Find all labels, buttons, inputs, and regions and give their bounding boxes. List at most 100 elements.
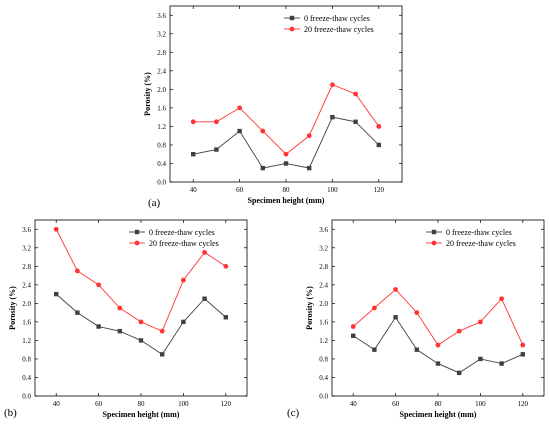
data-point-square: [372, 347, 377, 352]
data-point-square: [435, 361, 441, 366]
data-point-circle: [376, 124, 382, 129]
data-point-circle: [202, 250, 208, 255]
y-tick-label: 1.6: [319, 318, 328, 326]
y-tick-label: 1.2: [157, 123, 166, 131]
data-point-circle: [499, 296, 504, 302]
x-tick-label: 100: [327, 186, 338, 194]
data-point-square: [520, 352, 525, 357]
data-point-circle: [190, 119, 196, 125]
series-line-2: [352, 288, 524, 346]
y-tick-label: 3.6: [319, 226, 328, 234]
legend-marker-circle: [134, 240, 140, 246]
data-point-square: [75, 310, 80, 315]
data-point-circle: [306, 133, 312, 139]
x-tick-label: 80: [283, 186, 291, 194]
x-tick-label: 100: [178, 400, 189, 408]
panel-label: (c): [287, 407, 300, 419]
legend-entry: 0 freeze-thaw cycles: [304, 14, 370, 23]
y-tick-label: 2.8: [319, 263, 328, 271]
y-tick-label: 2.8: [157, 49, 166, 57]
data-point-square: [307, 165, 312, 171]
y-tick-label: 0.8: [22, 355, 31, 363]
y-tick-label: 2.4: [319, 281, 328, 289]
series-line-2: [193, 84, 380, 155]
data-point-circle: [75, 268, 80, 274]
y-tick-label: 0.4: [319, 374, 328, 382]
y-tick-label: 0.0: [319, 393, 328, 401]
legend-entry: 20 freeze-thaw cycles: [304, 25, 374, 34]
y-tick-label: 2.0: [319, 300, 328, 308]
series-line-1: [193, 116, 380, 169]
data-point-square: [202, 296, 207, 301]
legend-entry: 0 freeze-thaw cycles: [149, 228, 215, 237]
data-point-circle: [372, 305, 377, 311]
data-point-square: [160, 352, 165, 357]
data-point-square: [191, 152, 196, 157]
x-tick-label: 120: [518, 400, 529, 408]
x-tick-label: 40: [350, 400, 358, 408]
y-tick-label: 2.8: [22, 263, 31, 271]
x-tick-label: 40: [190, 186, 198, 194]
x-axis-title: Specimen height (mm): [400, 410, 477, 419]
y-tick-label: 3.6: [22, 226, 31, 234]
legend-marker-circle: [431, 240, 437, 246]
x-tick-label: 80: [138, 400, 146, 408]
y-tick-label: 3.6: [157, 12, 166, 20]
data-point-circle: [520, 342, 526, 348]
legend-marker-square: [134, 229, 140, 235]
legend-entry: 0 freeze-thaw cycles: [446, 228, 512, 237]
legend-entry: 20 freeze-thaw cycles: [149, 239, 219, 248]
data-point-circle: [53, 226, 59, 232]
y-tick-label: 0.4: [22, 374, 31, 382]
y-tick-label: 3.2: [157, 30, 166, 38]
data-point-square: [330, 114, 335, 120]
y-axis-title: Porosity (%): [8, 286, 17, 330]
y-tick-label: 1.2: [319, 337, 328, 345]
data-point-circle: [456, 328, 462, 334]
data-point-square: [351, 333, 356, 338]
data-point-circle: [117, 305, 123, 311]
y-axis-title: Porosity (%): [143, 72, 152, 116]
data-point-square: [214, 147, 219, 152]
x-tick-label: 120: [374, 186, 385, 194]
data-point-circle: [283, 151, 289, 157]
data-point-circle: [138, 319, 144, 325]
data-point-square: [54, 291, 59, 297]
legend-marker-circle: [289, 26, 295, 32]
data-point-square: [223, 315, 228, 320]
data-point-square: [96, 324, 101, 329]
data-point-square: [181, 319, 186, 325]
chart-panel-2: 0.0 0.4 0.8 1.2 1.6 2.0 2.4 2.8 3.2 3.6 40 60 80 100 1…: [4, 219, 248, 419]
x-tick-label: 60: [392, 400, 400, 408]
data-point-circle: [159, 328, 165, 334]
y-tick-label: 0.0: [22, 393, 31, 401]
x-axis-title: Specimen height (mm): [103, 410, 180, 419]
data-point-square: [478, 356, 483, 362]
chart-panel-1: 0.0 0.4 0.8 1.2 1.6 2.0 2.4 2.8 3.2 3.6 40 60 80 100 1…: [143, 5, 403, 209]
data-point-circle: [350, 324, 356, 329]
y-tick-label: 2.0: [22, 300, 31, 308]
data-point-square: [414, 347, 419, 352]
x-tick-label: 80: [435, 400, 443, 408]
data-point-square: [499, 361, 504, 366]
y-tick-label: 0.8: [157, 141, 166, 149]
legend-marker-square: [431, 229, 437, 235]
data-point-square: [393, 315, 398, 320]
data-point-circle: [393, 287, 398, 292]
x-tick-label: 60: [95, 400, 103, 408]
y-tick-label: 3.2: [22, 244, 31, 252]
data-point-circle: [435, 342, 441, 348]
data-point-circle: [181, 277, 186, 283]
data-point-circle: [478, 319, 483, 325]
y-tick-label: 2.4: [157, 67, 166, 75]
data-point-square: [138, 338, 144, 343]
panel-label: (b): [4, 407, 17, 419]
chart-panel-3: 0.0 0.4 0.8 1.2 1.6 2.0 2.4 2.8 3.2 3.6 40 60 80 100 1…: [287, 219, 545, 419]
y-tick-label: 2.4: [22, 281, 31, 289]
data-point-circle: [237, 105, 243, 111]
data-point-circle: [260, 128, 266, 134]
y-tick-label: 0.8: [319, 355, 328, 363]
y-tick-label: 1.6: [22, 318, 31, 326]
data-point-square: [376, 142, 381, 148]
